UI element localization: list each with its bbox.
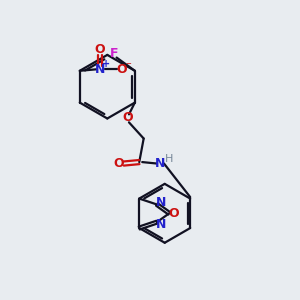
Text: O: O <box>168 207 179 220</box>
Text: H: H <box>165 154 173 164</box>
Text: N: N <box>155 157 166 170</box>
Text: N: N <box>156 196 166 208</box>
Text: +: + <box>102 59 110 69</box>
Text: O: O <box>113 157 124 170</box>
Text: N: N <box>156 218 166 231</box>
Text: O: O <box>122 111 133 124</box>
Text: ⁻: ⁻ <box>126 61 132 71</box>
Text: F: F <box>110 46 118 60</box>
Text: O: O <box>117 63 128 76</box>
Text: O: O <box>94 43 105 56</box>
Text: N: N <box>94 63 105 76</box>
